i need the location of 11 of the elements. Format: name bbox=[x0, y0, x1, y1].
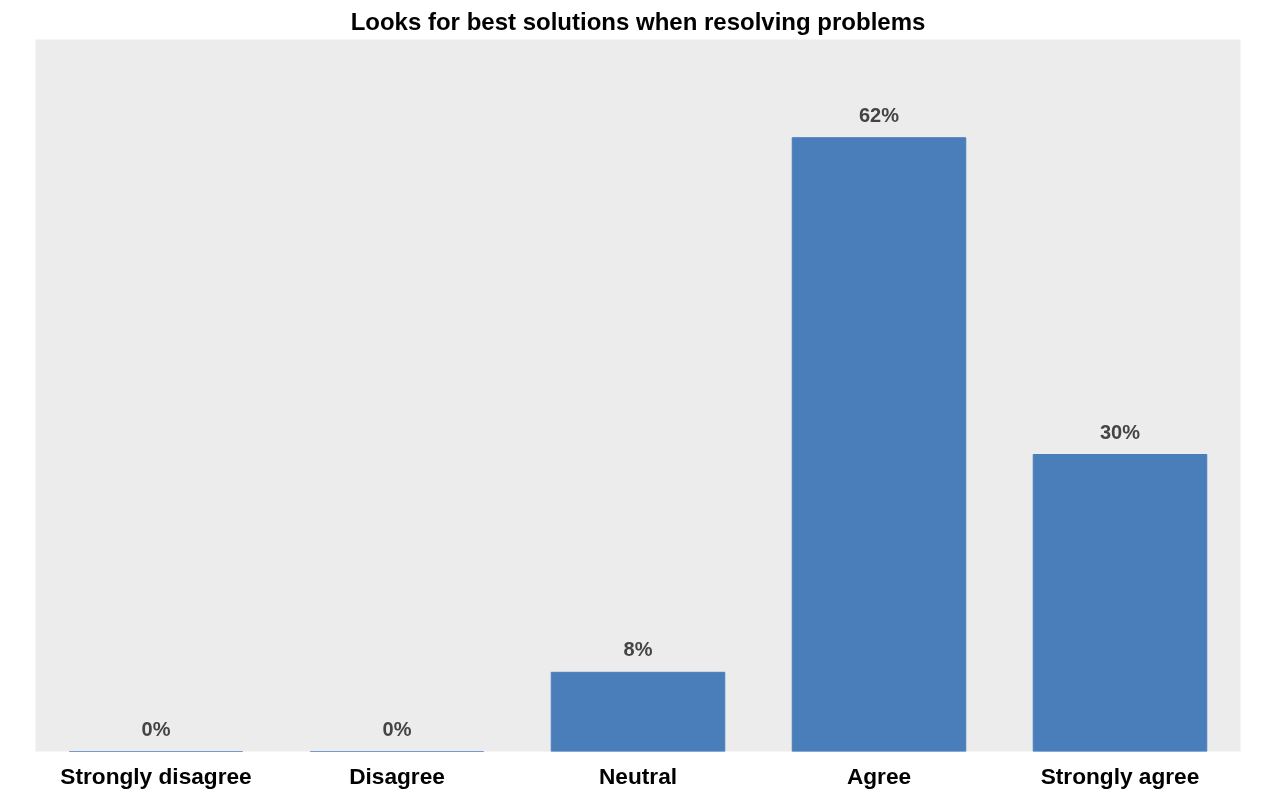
x-tick-label: Strongly agree bbox=[1040, 762, 1200, 789]
x-tick-label: Agree bbox=[846, 762, 912, 789]
chart-title: Looks for best solutions when resolving problems bbox=[350, 7, 926, 35]
x-tick-label: Disagree bbox=[349, 762, 445, 789]
x-tick-label: Strongly disagree bbox=[60, 762, 252, 789]
x-tick-label: Neutral bbox=[598, 762, 678, 789]
data-label: 30% bbox=[1099, 420, 1141, 443]
data-label: 8% bbox=[623, 638, 653, 661]
data-label: 62% bbox=[858, 103, 900, 126]
data-label: 0% bbox=[141, 717, 171, 740]
data-label: 0% bbox=[382, 717, 412, 740]
